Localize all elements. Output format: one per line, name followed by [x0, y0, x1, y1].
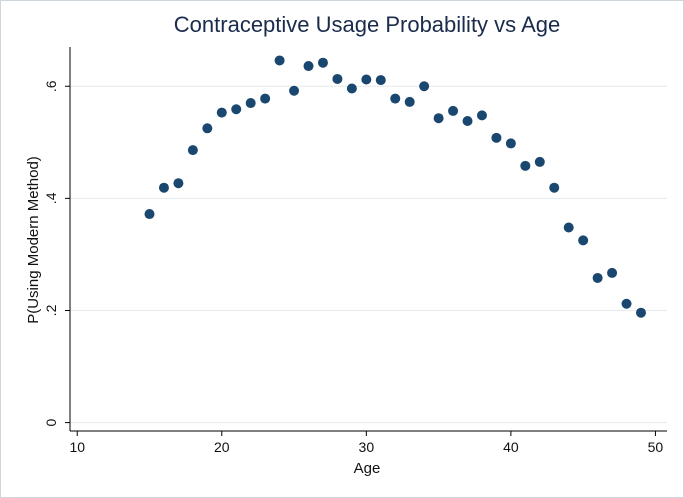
data-point [549, 182, 560, 193]
data-point [332, 73, 343, 84]
x-tick-label: 40 [503, 439, 519, 455]
data-point [592, 272, 603, 283]
y-tick-label: .4 [43, 192, 59, 204]
data-point [202, 123, 213, 134]
data-point [476, 110, 487, 121]
data-point [245, 98, 256, 109]
data-point [216, 107, 227, 118]
data-point [231, 104, 242, 115]
data-point [317, 57, 328, 68]
x-tick-label: 30 [359, 439, 375, 455]
x-axis-label: Age [354, 460, 381, 477]
data-point [448, 105, 459, 116]
data-point [505, 138, 516, 149]
data-point [187, 145, 198, 156]
x-tick-label: 10 [69, 439, 85, 455]
data-point [563, 222, 574, 233]
data-point [173, 178, 184, 189]
data-point [404, 96, 415, 107]
data-point [144, 209, 155, 220]
data-point [635, 307, 646, 318]
data-point [260, 93, 271, 104]
data-point [419, 81, 430, 92]
y-axis-label: P(Using Modern Method) [25, 156, 42, 324]
data-point [491, 132, 502, 143]
data-point [520, 160, 531, 171]
data-point [375, 75, 386, 86]
data-point [346, 83, 357, 94]
axis-ticks: 0 .2 .4 .6 10 20 30 40 50 [43, 80, 663, 455]
data-point [303, 61, 314, 72]
data-point [462, 115, 473, 126]
y-tick-label: 0 [43, 418, 59, 426]
x-tick-label: 50 [648, 439, 664, 455]
chart-title: Contraceptive Usage Probability vs Age [174, 12, 560, 37]
data-point [621, 298, 632, 309]
data-points [144, 55, 646, 318]
data-point [607, 267, 618, 278]
data-point [578, 235, 589, 246]
data-point [289, 85, 300, 96]
gridlines [70, 85, 667, 424]
data-point [274, 55, 285, 66]
x-tick-label: 20 [214, 439, 230, 455]
data-point [361, 74, 372, 85]
data-point [390, 93, 401, 104]
y-tick-label: .2 [43, 304, 59, 316]
data-point [158, 182, 169, 193]
data-point [534, 156, 545, 167]
y-tick-label: .6 [43, 80, 59, 92]
data-point [433, 113, 444, 124]
